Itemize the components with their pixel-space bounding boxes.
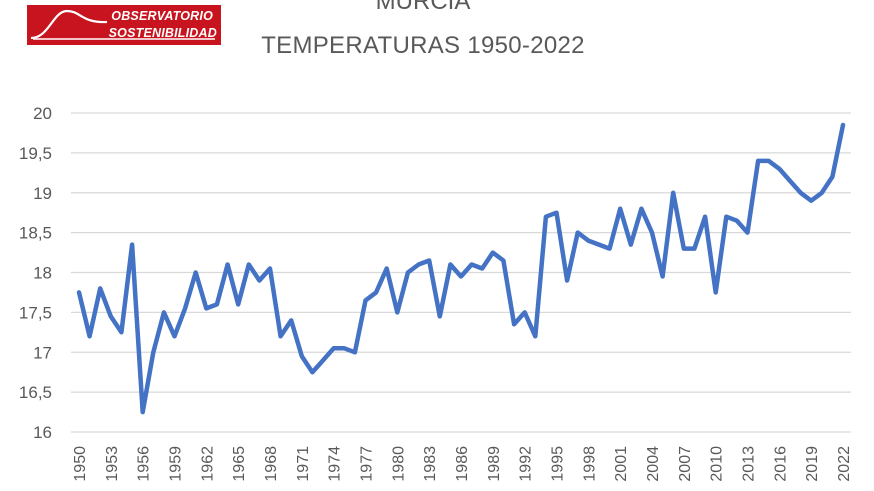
- x-tick-label: 1980: [390, 446, 407, 482]
- chart-title-line2: TEMPERATURAS 1950-2022: [261, 32, 585, 59]
- x-tick-label: 1959: [168, 446, 185, 482]
- y-tick-label: 19: [33, 184, 52, 203]
- x-tick-label: 2004: [645, 446, 662, 482]
- y-tick-label: 16: [33, 423, 52, 442]
- x-tick-label: 2007: [677, 446, 694, 482]
- x-tick-label: 1989: [486, 446, 503, 482]
- x-tick-label: 1992: [518, 446, 535, 482]
- temperature-series-line: [76, 122, 846, 415]
- y-tick-label: 18,5: [19, 224, 52, 243]
- y-tick-label: 20: [33, 104, 52, 123]
- x-tick-label: 1998: [581, 446, 598, 482]
- x-tick-label: 1977: [359, 446, 376, 482]
- x-tick-label: 1983: [422, 446, 439, 482]
- series-layer: [76, 122, 846, 415]
- x-tick-label: 2001: [613, 446, 630, 482]
- y-axis-ticks: 16 16,5 17 17,5 18 18,5 19 19,5 20: [19, 104, 52, 442]
- x-tick-label: 1971: [295, 446, 312, 482]
- x-tick-label: 1968: [263, 446, 280, 482]
- y-tick-label: 17: [33, 343, 52, 362]
- x-tick-label: 1995: [550, 446, 567, 482]
- x-tick-label: 1974: [327, 446, 344, 482]
- chart-title-line1: MURCIA: [375, 0, 471, 15]
- x-tick-label: 2016: [772, 446, 789, 482]
- x-tick-label: 2022: [836, 446, 853, 482]
- gridlines: [71, 112, 851, 433]
- observatorio-logo: OBSERVATORIO SOSTENIBILIDAD: [27, 5, 221, 45]
- y-tick-label: 17,5: [19, 303, 52, 322]
- x-tick-label: 2010: [709, 446, 726, 482]
- x-tick-label: 1950: [72, 446, 89, 482]
- logo-line2: SOSTENIBILIDAD: [108, 26, 217, 40]
- logo-line1: OBSERVATORIO: [111, 9, 213, 23]
- x-tick-label: 1953: [104, 446, 121, 482]
- y-tick-label: 18: [33, 264, 52, 283]
- x-axis-ticks: 1950 1953 1956 1959 1962 1965 1968 1971 1974 1977…: [72, 446, 853, 482]
- x-tick-label: 1956: [136, 446, 153, 482]
- y-tick-label: 19,5: [19, 144, 52, 163]
- curve-logo-icon: [30, 9, 215, 40]
- x-tick-label: 1962: [199, 446, 216, 482]
- y-tick-label: 16,5: [19, 383, 52, 402]
- x-tick-label: 1986: [454, 446, 471, 482]
- x-tick-label: 1965: [231, 446, 248, 482]
- x-tick-label: 2019: [804, 446, 821, 482]
- x-tick-label: 2013: [741, 446, 758, 482]
